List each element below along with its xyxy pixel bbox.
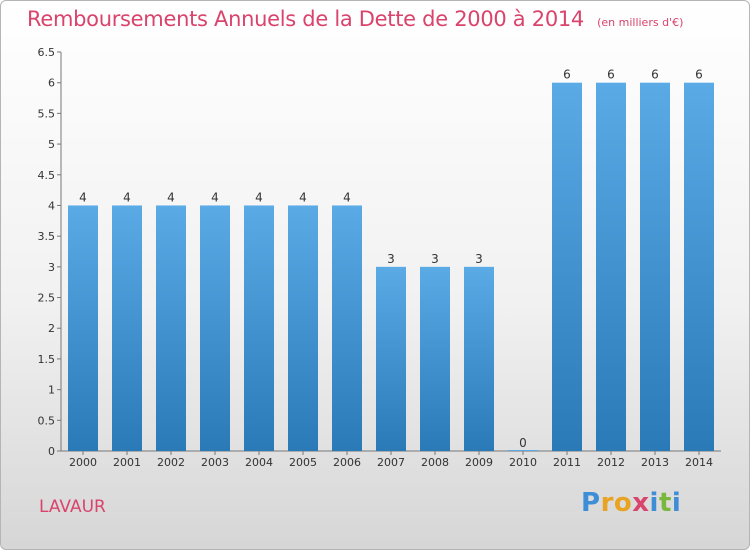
logo-letter: o (613, 488, 633, 518)
bar-2014 (684, 82, 714, 451)
y-tick-label: 3 (48, 261, 55, 274)
data-label: 4 (167, 190, 175, 204)
y-tick-label: 0.5 (38, 414, 56, 427)
x-tick-label: 2008 (421, 456, 449, 469)
data-label: 3 (431, 252, 439, 266)
logo-letter: x (632, 488, 650, 518)
y-tick-label: 3.5 (38, 230, 56, 243)
logo-letter: i (649, 488, 659, 518)
y-tick-label: 6 (48, 77, 55, 90)
logo-letter: P (581, 488, 601, 518)
y-tick-label: 1 (48, 384, 55, 397)
x-tick-label: 2011 (553, 456, 581, 469)
y-tick-label: 2 (48, 322, 55, 335)
y-tick-label: 4 (48, 199, 55, 212)
chart-title: Remboursements Annuels de la Dette de 20… (27, 7, 683, 31)
chart-title-text: Remboursements Annuels de la Dette de 20… (27, 7, 584, 31)
bar-2002 (156, 205, 186, 451)
data-label: 3 (387, 252, 395, 266)
x-tick-label: 2002 (157, 456, 185, 469)
data-label: 4 (211, 190, 219, 204)
x-tick-label: 2014 (685, 456, 713, 469)
data-label: 6 (607, 68, 615, 82)
x-tick-label: 2001 (113, 456, 141, 469)
y-tick-label: 5.5 (38, 107, 56, 120)
proxiti-logo[interactable]: Proxiti (581, 488, 681, 518)
x-tick-label: 2005 (289, 456, 317, 469)
logo-letter: t (658, 488, 672, 518)
chart-unit-note: (en milliers d'€) (597, 16, 684, 29)
x-tick-label: 2007 (377, 456, 405, 469)
x-tick-label: 2013 (641, 456, 669, 469)
bar-2007 (376, 266, 406, 451)
data-label: 4 (79, 190, 87, 204)
data-label: 4 (343, 190, 351, 204)
bar-2003 (200, 205, 230, 451)
bar-2011 (552, 82, 582, 451)
data-label: 4 (299, 190, 307, 204)
bar-2008 (420, 266, 450, 451)
bar-2013 (640, 82, 670, 451)
x-tick-label: 2006 (333, 456, 361, 469)
data-label: 6 (563, 68, 571, 82)
y-tick-label: 4.5 (38, 169, 56, 182)
x-tick-label: 2009 (465, 456, 493, 469)
data-label: 4 (255, 190, 263, 204)
bar-2012 (596, 82, 626, 451)
bar-2001 (112, 205, 142, 451)
bar-2006 (332, 205, 362, 451)
data-label: 3 (475, 252, 483, 266)
bar-2004 (244, 205, 274, 451)
bar-2000 (68, 205, 98, 451)
x-tick-label: 2004 (245, 456, 273, 469)
data-label: 4 (123, 190, 131, 204)
bar-2009 (464, 266, 494, 451)
y-tick-label: 6.5 (38, 46, 56, 59)
y-tick-label: 0 (48, 445, 55, 458)
x-tick-label: 2003 (201, 456, 229, 469)
y-tick-label: 2.5 (38, 292, 56, 305)
y-tick-label: 1.5 (38, 353, 56, 366)
logo-letter: r (600, 488, 614, 518)
bar-2005 (288, 205, 318, 451)
x-tick-label: 2010 (509, 456, 537, 469)
data-label: 6 (651, 68, 659, 82)
data-label: 0 (519, 436, 527, 450)
logo-letter: i (671, 488, 682, 518)
x-tick-label: 2012 (597, 456, 625, 469)
data-label: 6 (695, 68, 703, 82)
place-name: LAVAUR (39, 497, 106, 517)
x-tick-label: 2000 (69, 456, 97, 469)
y-tick-label: 5 (48, 138, 55, 151)
